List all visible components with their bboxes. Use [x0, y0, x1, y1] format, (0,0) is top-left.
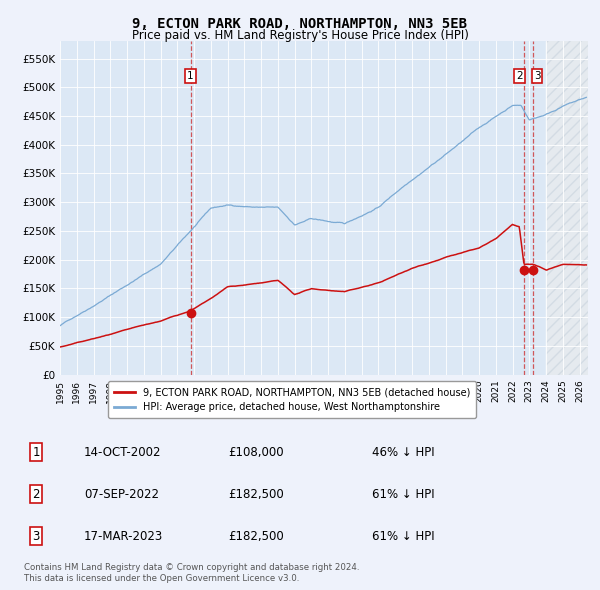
- Text: Contains HM Land Registry data © Crown copyright and database right 2024.
This d: Contains HM Land Registry data © Crown c…: [24, 563, 359, 583]
- Text: 3: 3: [533, 71, 541, 81]
- Bar: [546, 41, 588, 375]
- Text: 3: 3: [32, 530, 40, 543]
- Text: 46% ↓ HPI: 46% ↓ HPI: [372, 445, 434, 458]
- Text: 61% ↓ HPI: 61% ↓ HPI: [372, 488, 434, 501]
- Text: £182,500: £182,500: [228, 488, 284, 501]
- Text: 1: 1: [32, 445, 40, 458]
- Text: 1: 1: [187, 71, 194, 81]
- Text: 17-MAR-2023: 17-MAR-2023: [84, 530, 163, 543]
- Legend: 9, ECTON PARK ROAD, NORTHAMPTON, NN3 5EB (detached house), HPI: Average price, d: 9, ECTON PARK ROAD, NORTHAMPTON, NN3 5EB…: [108, 382, 476, 418]
- Text: 61% ↓ HPI: 61% ↓ HPI: [372, 530, 434, 543]
- Text: £182,500: £182,500: [228, 530, 284, 543]
- Text: 9, ECTON PARK ROAD, NORTHAMPTON, NN3 5EB: 9, ECTON PARK ROAD, NORTHAMPTON, NN3 5EB: [133, 17, 467, 31]
- Text: Price paid vs. HM Land Registry's House Price Index (HPI): Price paid vs. HM Land Registry's House …: [131, 30, 469, 42]
- Text: 2: 2: [517, 71, 523, 81]
- Bar: [546, 41, 588, 375]
- Text: £108,000: £108,000: [228, 445, 284, 458]
- Text: 14-OCT-2002: 14-OCT-2002: [84, 445, 161, 458]
- Text: 07-SEP-2022: 07-SEP-2022: [84, 488, 159, 501]
- Text: 2: 2: [32, 488, 40, 501]
